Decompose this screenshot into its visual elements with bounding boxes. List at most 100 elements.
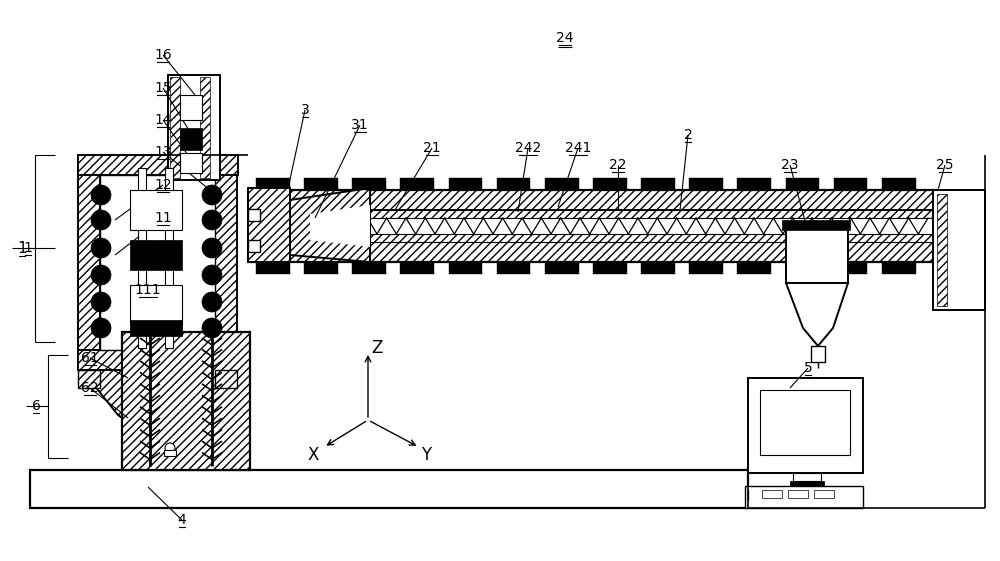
Bar xyxy=(304,262,338,274)
Circle shape xyxy=(91,318,111,338)
Bar xyxy=(689,178,723,190)
Text: 14: 14 xyxy=(154,113,172,127)
Bar xyxy=(593,262,627,274)
Bar xyxy=(352,262,386,274)
Text: 2: 2 xyxy=(684,128,692,142)
Bar xyxy=(200,77,210,178)
Bar xyxy=(130,190,182,230)
Bar xyxy=(882,262,916,274)
Text: Y: Y xyxy=(421,445,431,463)
Text: 241: 241 xyxy=(565,141,591,155)
Bar xyxy=(786,228,848,283)
Bar xyxy=(933,190,985,310)
Bar xyxy=(122,332,250,470)
Text: 23: 23 xyxy=(781,158,799,172)
Bar xyxy=(449,262,482,274)
Bar xyxy=(737,178,771,190)
Bar xyxy=(449,178,482,190)
Circle shape xyxy=(165,443,175,453)
Bar xyxy=(748,378,863,473)
Bar xyxy=(130,285,182,325)
Bar xyxy=(641,178,675,190)
Circle shape xyxy=(91,292,111,312)
Bar xyxy=(248,234,938,242)
Bar xyxy=(760,390,850,455)
Bar xyxy=(790,481,824,486)
Bar xyxy=(130,320,182,336)
Text: 12: 12 xyxy=(154,178,172,192)
Bar xyxy=(352,178,386,190)
Bar xyxy=(180,128,202,150)
Polygon shape xyxy=(786,283,848,346)
Bar xyxy=(248,240,260,252)
Bar xyxy=(168,75,220,180)
Bar xyxy=(138,168,146,348)
Bar xyxy=(248,210,938,218)
Circle shape xyxy=(91,210,111,230)
Bar xyxy=(78,155,238,175)
Circle shape xyxy=(202,292,222,312)
Bar xyxy=(165,168,173,348)
Bar xyxy=(180,153,202,173)
Polygon shape xyxy=(290,188,370,262)
Bar xyxy=(78,370,100,388)
Text: 31: 31 xyxy=(351,118,369,132)
Bar xyxy=(593,178,627,190)
Bar xyxy=(814,490,834,498)
Bar xyxy=(100,175,215,350)
Bar xyxy=(215,370,237,388)
Text: 1: 1 xyxy=(24,241,32,255)
Bar xyxy=(745,486,863,508)
Circle shape xyxy=(202,185,222,205)
Bar xyxy=(545,262,579,274)
Bar xyxy=(400,178,434,190)
Text: 61: 61 xyxy=(81,351,99,365)
Circle shape xyxy=(202,238,222,258)
Bar xyxy=(256,178,290,190)
Text: 3: 3 xyxy=(301,103,309,117)
Bar xyxy=(164,450,176,456)
Bar xyxy=(180,95,202,120)
Circle shape xyxy=(91,265,111,285)
Text: 242: 242 xyxy=(515,141,541,155)
Text: Z: Z xyxy=(371,339,383,357)
Bar xyxy=(248,209,260,221)
Bar xyxy=(937,194,947,306)
Bar xyxy=(130,240,182,270)
Bar xyxy=(256,262,290,274)
Bar xyxy=(400,262,434,274)
Bar xyxy=(782,220,850,230)
Text: 13: 13 xyxy=(154,145,172,159)
Bar xyxy=(170,77,180,178)
Text: 11: 11 xyxy=(154,211,172,225)
Text: 25: 25 xyxy=(936,158,954,172)
Bar xyxy=(793,473,821,481)
Bar xyxy=(497,178,530,190)
Bar xyxy=(689,262,723,274)
Circle shape xyxy=(91,238,111,258)
Bar xyxy=(786,178,819,190)
Bar xyxy=(497,262,530,274)
Bar xyxy=(762,490,782,498)
Circle shape xyxy=(202,318,222,338)
Text: 5: 5 xyxy=(804,361,812,375)
Bar xyxy=(641,262,675,274)
Bar xyxy=(811,346,825,362)
Bar xyxy=(737,262,771,274)
Text: 15: 15 xyxy=(154,81,172,95)
Text: 6: 6 xyxy=(32,399,40,413)
Polygon shape xyxy=(82,370,232,445)
Text: X: X xyxy=(307,445,319,463)
Bar xyxy=(788,490,808,498)
Text: 24: 24 xyxy=(556,31,574,45)
Text: 4: 4 xyxy=(178,513,186,527)
Text: 62: 62 xyxy=(81,381,99,395)
Circle shape xyxy=(91,185,111,205)
Bar xyxy=(78,350,238,370)
Bar xyxy=(248,190,938,210)
Text: 111: 111 xyxy=(135,283,161,297)
Bar xyxy=(545,178,579,190)
Text: 1: 1 xyxy=(17,241,27,255)
Bar xyxy=(834,178,867,190)
Bar xyxy=(248,242,938,262)
